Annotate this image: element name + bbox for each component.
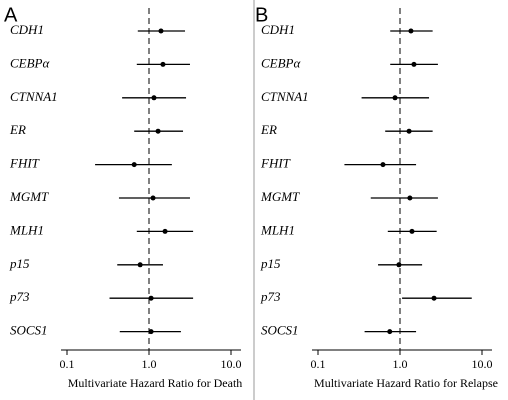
point-estimate bbox=[408, 28, 414, 34]
point-estimate bbox=[160, 61, 166, 67]
row-label: CDH1 bbox=[261, 22, 295, 37]
row-label: SOCS1 bbox=[261, 323, 299, 338]
point-estimate bbox=[148, 295, 154, 301]
row-label: FHIT bbox=[9, 156, 40, 171]
x-tick-label: 10.0 bbox=[221, 357, 242, 371]
point-estimate bbox=[387, 329, 393, 335]
row-label: MGMT bbox=[9, 189, 49, 204]
x-axis-title: Multivariate Hazard Ratio for Death bbox=[68, 376, 243, 390]
row-label: FHIT bbox=[260, 156, 291, 171]
point-estimate bbox=[380, 162, 386, 168]
point-estimate bbox=[137, 262, 143, 268]
point-estimate bbox=[406, 128, 412, 134]
point-estimate bbox=[148, 329, 154, 335]
x-tick-label: 10.0 bbox=[472, 357, 493, 371]
x-tick-label: 0.1 bbox=[311, 357, 326, 371]
row-label: p15 bbox=[9, 256, 30, 271]
row-label: CTNNA1 bbox=[261, 89, 309, 104]
x-axis-title: Multivariate Hazard Ratio for Relapse bbox=[314, 376, 498, 390]
panel-label: B bbox=[255, 4, 268, 26]
row-label: CTNNA1 bbox=[10, 89, 58, 104]
panel-label: A bbox=[4, 4, 18, 26]
row-label: ER bbox=[9, 122, 26, 137]
point-estimate bbox=[409, 228, 415, 234]
point-estimate bbox=[150, 195, 156, 201]
point-estimate bbox=[155, 128, 161, 134]
row-label: CEBPα bbox=[261, 55, 301, 70]
x-tick-label: 1.0 bbox=[142, 357, 157, 371]
point-estimate bbox=[431, 295, 437, 301]
point-estimate bbox=[407, 195, 413, 201]
row-label: CDH1 bbox=[10, 22, 44, 37]
row-label: p73 bbox=[9, 289, 30, 304]
row-label: MGMT bbox=[260, 189, 300, 204]
row-label: ER bbox=[260, 122, 277, 137]
row-label: MLH1 bbox=[260, 222, 295, 237]
x-tick-label: 1.0 bbox=[393, 357, 408, 371]
point-estimate bbox=[396, 262, 402, 268]
point-estimate bbox=[411, 61, 417, 67]
row-label: CEBPα bbox=[10, 55, 50, 70]
row-label: p73 bbox=[260, 289, 281, 304]
row-label: SOCS1 bbox=[10, 323, 48, 338]
row-label: MLH1 bbox=[9, 222, 44, 237]
point-estimate bbox=[162, 228, 168, 234]
point-estimate bbox=[131, 162, 137, 168]
point-estimate bbox=[151, 95, 157, 101]
point-estimate bbox=[392, 95, 398, 101]
row-label: p15 bbox=[260, 256, 281, 271]
point-estimate bbox=[158, 28, 164, 34]
x-tick-label: 0.1 bbox=[60, 357, 75, 371]
